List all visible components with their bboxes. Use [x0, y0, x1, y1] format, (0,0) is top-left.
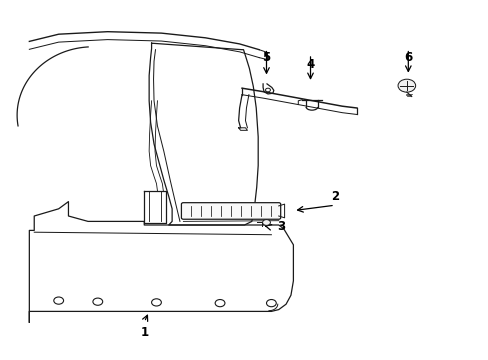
FancyBboxPatch shape: [181, 203, 280, 219]
Text: 5: 5: [262, 51, 270, 64]
Text: 6: 6: [404, 51, 411, 64]
Polygon shape: [29, 202, 293, 322]
Circle shape: [397, 79, 415, 92]
Circle shape: [262, 220, 270, 225]
Circle shape: [215, 300, 224, 307]
Circle shape: [151, 299, 161, 306]
Circle shape: [266, 300, 276, 307]
Text: 3: 3: [277, 220, 285, 233]
Text: 4: 4: [306, 58, 314, 71]
Circle shape: [93, 298, 102, 305]
Text: 1: 1: [140, 327, 148, 339]
Text: 2: 2: [330, 190, 338, 203]
Circle shape: [265, 88, 270, 92]
Circle shape: [54, 297, 63, 304]
